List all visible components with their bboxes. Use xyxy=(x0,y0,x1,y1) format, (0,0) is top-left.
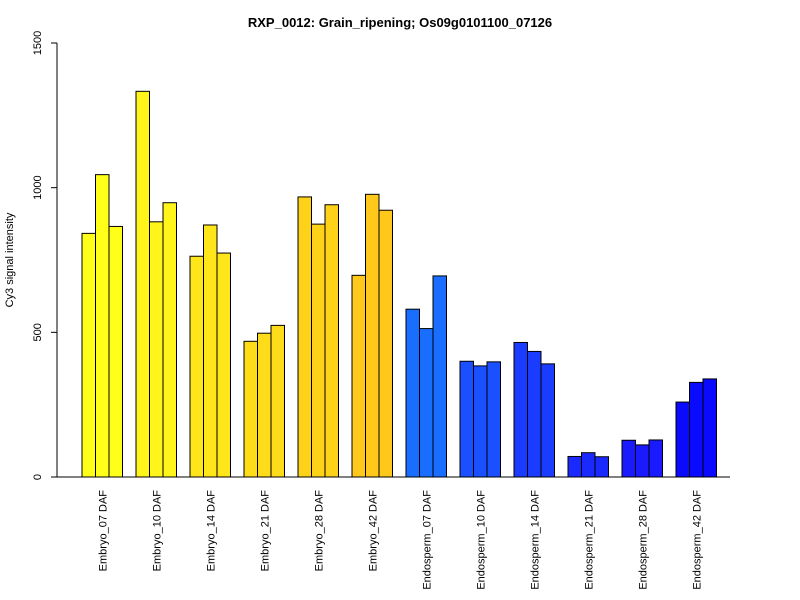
bar xyxy=(527,350,542,478)
bar xyxy=(297,196,312,478)
bar xyxy=(459,360,474,478)
x-category-label: Endosperm_10 DAF xyxy=(475,490,487,590)
bar xyxy=(581,452,596,478)
y-tick-label: 0 xyxy=(32,474,44,480)
bar xyxy=(594,456,609,478)
bar xyxy=(513,341,528,478)
bar xyxy=(108,225,123,478)
bar xyxy=(486,361,501,478)
bar xyxy=(135,90,150,478)
bar xyxy=(702,378,717,478)
y-tick-label: 500 xyxy=(32,323,44,341)
bar xyxy=(257,332,272,478)
bar xyxy=(203,224,218,478)
bar xyxy=(432,275,447,478)
bar xyxy=(189,255,204,478)
bar xyxy=(311,223,326,478)
x-category-label: Endosperm_14 DAF xyxy=(529,490,541,590)
x-category-label: Embryo_10 DAF xyxy=(151,490,163,572)
bar xyxy=(351,274,366,478)
bar xyxy=(675,401,690,478)
bar xyxy=(149,221,164,478)
x-axis-labels: Embryo_07 DAF Embryo_10 DAF Embryo_14 DAF E… xyxy=(97,490,703,590)
x-category-label: Endosperm_28 DAF xyxy=(637,490,649,590)
bar xyxy=(378,209,393,478)
bar xyxy=(81,232,96,478)
x-category-label: Endosperm_07 DAF xyxy=(421,490,433,590)
bar xyxy=(162,202,177,478)
x-category-label: Embryo_28 DAF xyxy=(313,490,325,572)
x-category-label: Embryo_14 DAF xyxy=(205,490,217,572)
bar xyxy=(473,365,488,478)
x-category-label: Embryo_21 DAF xyxy=(259,490,271,572)
bar xyxy=(324,204,339,478)
bar xyxy=(216,252,231,478)
y-tick-label: 1000 xyxy=(32,175,44,199)
y-tick-label: 1500 xyxy=(32,31,44,55)
bars-group xyxy=(81,90,717,478)
bar xyxy=(689,381,704,478)
bar xyxy=(419,328,434,478)
x-category-label: Embryo_42 DAF xyxy=(367,490,379,572)
chart-title: RXP_0012: Grain_ripening; Os09g0101100_0… xyxy=(248,15,552,30)
x-category-label: Endosperm_21 DAF xyxy=(583,490,595,590)
y-axis-label: Cy3 signal intensity xyxy=(4,212,16,307)
bar xyxy=(270,324,285,478)
bar xyxy=(243,340,258,478)
bar xyxy=(648,439,663,478)
bar xyxy=(540,363,555,478)
bar xyxy=(567,455,582,478)
x-category-label: Endosperm_42 DAF xyxy=(691,490,703,590)
bar xyxy=(95,174,110,478)
bar xyxy=(405,308,420,478)
bar xyxy=(621,439,636,478)
bar xyxy=(365,193,380,478)
bar xyxy=(635,444,650,478)
x-category-label: Embryo_07 DAF xyxy=(97,490,109,572)
y-axis-ticks: 0 500 1000 1500 xyxy=(32,31,57,480)
